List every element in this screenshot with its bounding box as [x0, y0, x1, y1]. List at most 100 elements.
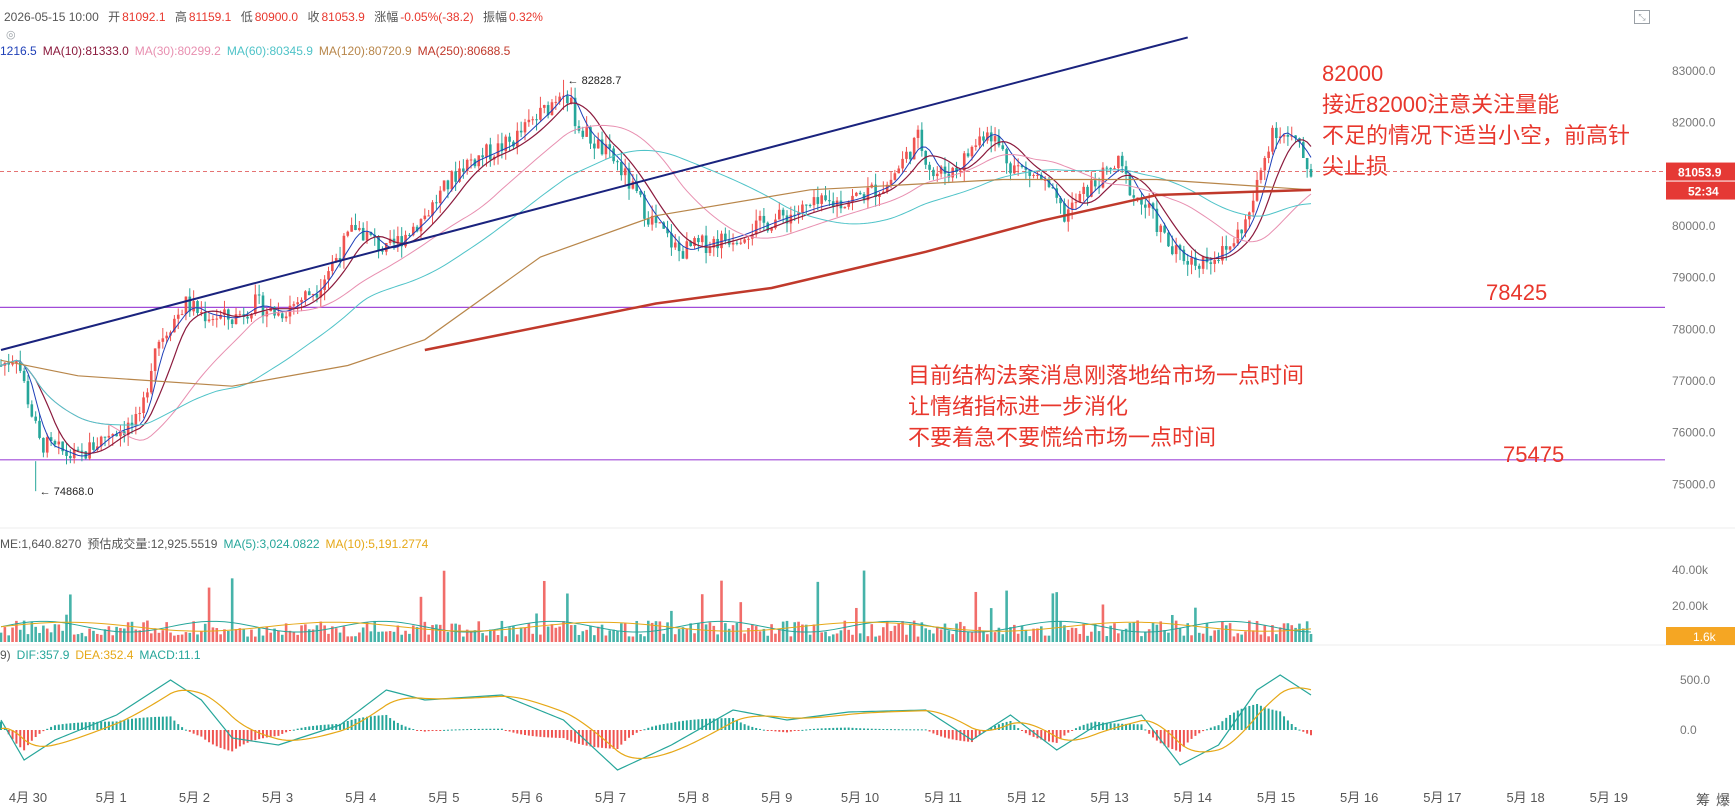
candle [180, 309, 184, 316]
volume-bar [1140, 636, 1143, 642]
macd-bar [131, 718, 133, 730]
macd-bar [254, 730, 257, 741]
volume-bar [80, 632, 84, 642]
volume-bar [134, 629, 138, 642]
volume-bar [1224, 625, 1228, 642]
candle-body [49, 437, 53, 442]
volume-bar [292, 632, 296, 642]
candle-body [1259, 170, 1263, 180]
candle-body [354, 224, 357, 231]
candle-body [1020, 165, 1024, 168]
candle [227, 308, 230, 330]
volume-bar [916, 636, 920, 642]
volume-bar [1278, 627, 1282, 642]
candle-body [1147, 203, 1151, 208]
volume-bar [708, 622, 712, 642]
macd-bar [1028, 730, 1031, 736]
candle [415, 224, 419, 233]
volume-bar [42, 625, 45, 642]
macd-bar [497, 728, 500, 730]
volume-bar [924, 628, 928, 642]
volume-bar [1271, 625, 1274, 642]
candle-body [974, 145, 978, 147]
burst-button[interactable]: 爆 [1716, 792, 1730, 808]
candle [1182, 245, 1186, 265]
candle-body [670, 233, 673, 248]
macd-bar [273, 730, 276, 737]
candle [955, 161, 958, 179]
candle-body [188, 296, 192, 312]
volume-bar [1036, 628, 1039, 642]
volume-bar [928, 629, 931, 642]
candle-body [573, 97, 577, 127]
macd-bar [967, 730, 970, 742]
macd-bar [319, 725, 322, 730]
fullscreen-icon[interactable]: ⤡ [1634, 10, 1650, 24]
volume-bar [365, 622, 369, 642]
candle-body [257, 294, 261, 296]
candle [558, 92, 561, 105]
ma250-line [424, 188, 1312, 352]
candle [99, 435, 103, 451]
macd-bar [601, 730, 604, 748]
candle [1059, 195, 1062, 214]
volume-bar [284, 623, 288, 642]
header-low: 80900.0 [254, 10, 299, 24]
candle [149, 363, 153, 395]
candle-body [1036, 174, 1039, 176]
macd-bar [697, 719, 700, 730]
candle [1124, 160, 1128, 184]
candle-body [620, 161, 623, 176]
chips-button[interactable]: 筹 [1696, 792, 1710, 808]
candle-body [627, 168, 631, 189]
candle [350, 217, 353, 232]
macd-bar [281, 730, 284, 734]
candle-body [292, 304, 296, 306]
candle-body [955, 167, 958, 173]
candle-body [1082, 186, 1085, 194]
volume-bar [847, 629, 850, 642]
macd-bar [473, 728, 476, 730]
x-tick-label: 5月 9 [761, 790, 792, 805]
macd-bar [866, 728, 869, 730]
volume-bar [943, 623, 947, 642]
candle [465, 158, 469, 175]
candle-body [527, 119, 531, 123]
volume-bar [496, 635, 500, 642]
macd-legend: 9) DIF:357.9 DEA:352.4 MACD:11.1 [0, 648, 207, 662]
candle-body [801, 204, 804, 213]
volume-bar [404, 630, 407, 642]
volume-bar [169, 632, 172, 642]
volume-bar [396, 625, 400, 642]
candle-body [1182, 249, 1186, 262]
volume-bar [1159, 621, 1163, 642]
candle [338, 246, 342, 268]
candle-body [485, 144, 488, 158]
volume-bar [955, 623, 958, 642]
eye-icon[interactable]: ◎ [6, 29, 16, 41]
price-tick-label: 82000.0 [1672, 116, 1716, 130]
candle [978, 127, 981, 149]
candle-body [192, 301, 195, 312]
macd-bar [597, 730, 600, 748]
volume-bar [889, 631, 893, 642]
volume-bar [654, 621, 658, 642]
volume-bar [808, 634, 812, 642]
volume-bar [616, 630, 619, 642]
candle [423, 208, 427, 221]
candle [496, 134, 500, 165]
candle [616, 159, 619, 171]
candle-body [766, 222, 770, 231]
macd-bar [435, 730, 438, 731]
volume-bar [257, 627, 261, 642]
macd-bar [19, 730, 22, 748]
macd-bar [1109, 723, 1112, 730]
macd-bar [909, 729, 912, 731]
candle-body [1263, 158, 1267, 171]
candle [851, 189, 854, 211]
candle [107, 425, 111, 446]
candle-body [539, 107, 542, 120]
macd-bar [1128, 724, 1131, 730]
